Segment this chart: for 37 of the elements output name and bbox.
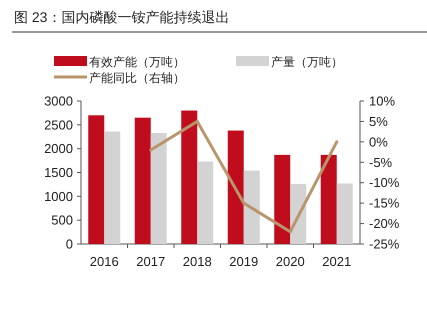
x-tick-label: 2017 — [136, 254, 166, 269]
line-series — [149, 120, 338, 234]
x-tick-label: 2018 — [182, 254, 212, 269]
y2-tick-label: 0% — [369, 134, 388, 150]
bar — [274, 154, 290, 244]
bar — [181, 110, 198, 244]
y-tick-label: 3000 — [44, 94, 73, 108]
x-tick-label: 2020 — [276, 254, 305, 269]
legend-label: 有效产能（万吨） — [89, 55, 185, 69]
y-tick-label: 2500 — [44, 117, 73, 132]
bar — [320, 154, 337, 244]
bar — [104, 132, 120, 244]
legend-label: 产量（万吨） — [271, 55, 343, 69]
y2-tick-label: 5% — [369, 114, 388, 129]
y2-tick-label: -15% — [369, 196, 400, 211]
bar — [197, 162, 214, 244]
y2-tick-label: -20% — [369, 216, 400, 232]
y-tick-label: 2000 — [44, 141, 73, 156]
y-tick-label: 0 — [66, 236, 73, 252]
x-tick-label: 2019 — [229, 254, 258, 269]
y-tick-label: 500 — [51, 212, 73, 228]
y-tick-label: 1000 — [44, 188, 73, 204]
bar — [244, 170, 260, 244]
bar — [228, 130, 244, 244]
y2-tick-label: 10% — [369, 94, 396, 108]
bar — [134, 118, 151, 244]
y2-tick-label: -5% — [369, 154, 393, 170]
y2-tick-label: -25% — [369, 236, 400, 252]
bar — [336, 183, 353, 244]
bar — [150, 132, 167, 244]
y-tick-label: 1500 — [44, 165, 73, 180]
legend-label: 产能同比（右轴） — [89, 71, 185, 85]
bar — [88, 115, 104, 244]
x-tick-label: 2021 — [322, 254, 352, 269]
chart-title: 图 23：国内磷酸一铵产能持续退出 — [14, 9, 230, 25]
y2-tick-label: -10% — [369, 175, 400, 190]
x-tick-label: 2016 — [90, 254, 119, 269]
